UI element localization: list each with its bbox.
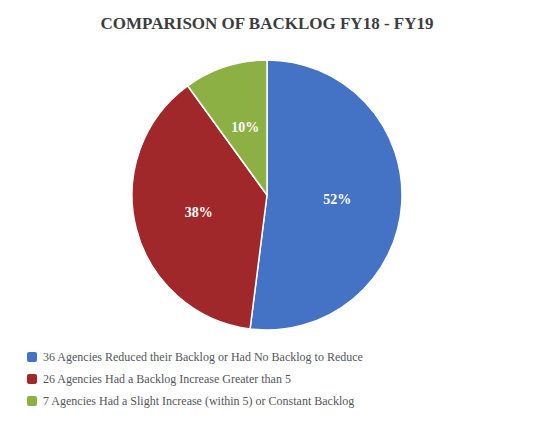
svg-text:52%: 52% — [323, 192, 351, 207]
svg-text:10%: 10% — [231, 120, 259, 135]
svg-text:36 Agencies Reduced their Back: 36 Agencies Reduced their Backlog or Had… — [43, 350, 363, 364]
svg-text:7 Agencies Had a Slight Increa: 7 Agencies Had a Slight Increase (within… — [43, 394, 354, 408]
svg-text:26 Agencies Had a Backlog Incr: 26 Agencies Had a Backlog Increase Great… — [43, 372, 291, 386]
svg-text:38%: 38% — [185, 205, 213, 220]
svg-text:COMPARISON OF BACKLOG FY18 - F: COMPARISON OF BACKLOG FY18 - FY19 — [101, 14, 434, 33]
